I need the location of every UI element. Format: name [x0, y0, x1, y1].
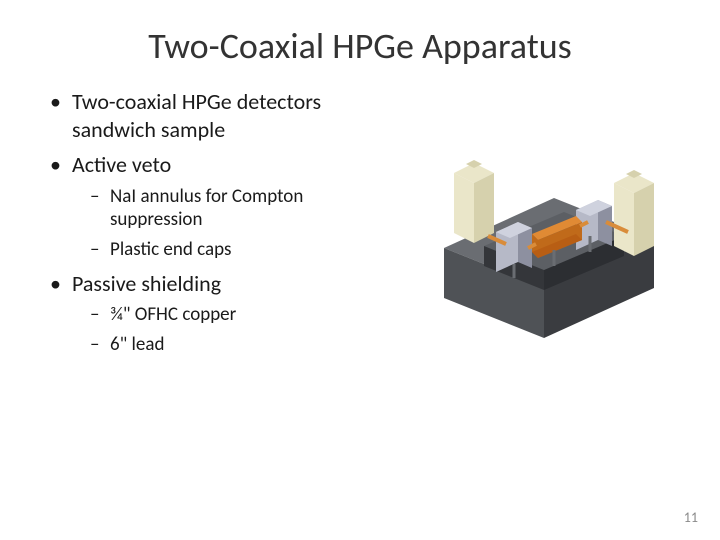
bullet-text: Active veto [72, 151, 171, 178]
sub-bullet-item: 6" lead [90, 333, 378, 357]
bullet-column: Two-coaxial HPGe detectors sandwich samp… [48, 88, 378, 365]
sub-bullet-item: Plastic end caps [90, 238, 378, 262]
dewar-left-icon [454, 160, 494, 243]
figure-column [378, 88, 690, 365]
dewar-right-icon [614, 170, 654, 256]
bullet-item: Two-coaxial HPGe detectors sandwich samp… [48, 88, 378, 143]
bullet-list: Two-coaxial HPGe detectors sandwich samp… [48, 88, 378, 357]
page-number: 11 [684, 509, 698, 526]
sub-bullet-list: ¾" OFHC copper 6" lead [90, 303, 378, 357]
content-area: Two-coaxial HPGe detectors sandwich samp… [0, 88, 720, 365]
sub-bullet-item: NaI annulus for Compton suppression [90, 185, 378, 233]
bullet-item: Passive shielding ¾" OFHC copper 6" lead [48, 270, 378, 357]
sub-bullet-item: ¾" OFHC copper [90, 303, 378, 327]
page-title: Two-Coaxial HPGe Apparatus [0, 0, 720, 88]
bullet-text: Passive shielding [72, 270, 221, 297]
sub-bullet-list: NaI annulus for Compton suppression Plas… [90, 185, 378, 262]
apparatus-diagram [384, 128, 684, 358]
bullet-item: Active veto NaI annulus for Compton supp… [48, 151, 378, 262]
